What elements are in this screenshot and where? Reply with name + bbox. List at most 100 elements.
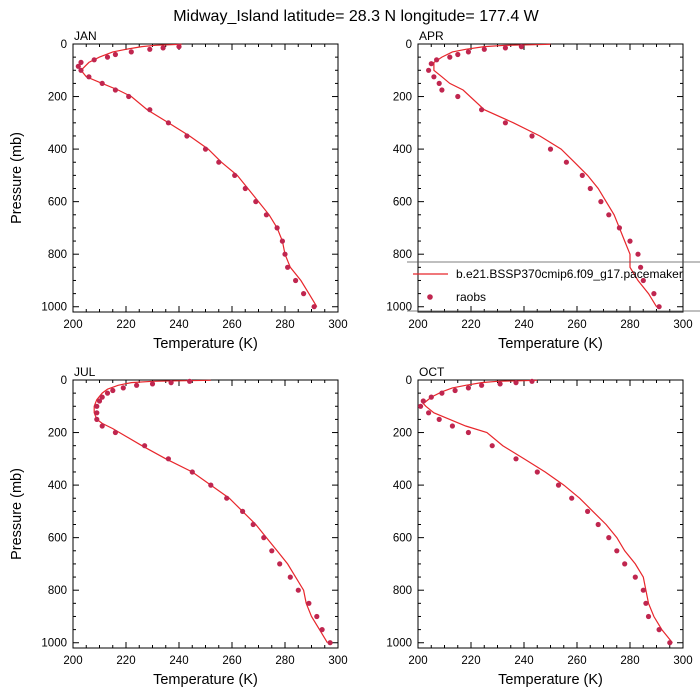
panel-oct: 200 220 240 260 280 300 0 200 400 600 800 1000 OCT Te…	[386, 365, 692, 688]
raobs-point	[263, 212, 269, 218]
raobs-point	[306, 600, 312, 606]
raobs-point	[595, 521, 601, 528]
panel-jan: 200 220 240 260 280 300 0 200 400 600 800 1000 JAN Te…	[9, 29, 348, 352]
raobs-point	[285, 264, 291, 270]
x-tick-label: 300	[673, 319, 692, 331]
raobs-point	[449, 423, 455, 429]
raobs-point	[569, 495, 575, 501]
raobs-point	[91, 57, 97, 63]
raobs-point	[242, 185, 248, 192]
panel-jul: 200 220 240 260 280 300 0 200 400 600 800 1000 JUL Te…	[9, 365, 348, 688]
raobs-point	[94, 403, 100, 409]
model-profile-line	[93, 379, 328, 644]
raobs-point	[479, 382, 485, 388]
y-tick-label: 200	[393, 428, 412, 440]
y-tick-label: 800	[48, 585, 67, 597]
y-tick-label: 400	[393, 144, 412, 156]
raobs-point	[293, 277, 299, 284]
raobs-point	[75, 63, 81, 69]
raobs-point	[656, 304, 662, 310]
raobs-point	[94, 410, 100, 416]
panel-label: OCT	[419, 365, 445, 379]
raobs-point	[112, 87, 118, 93]
x-tick-label: 280	[620, 655, 639, 667]
model-profile-line	[80, 43, 318, 308]
raobs-point	[426, 410, 432, 416]
x-tick-label: 220	[461, 655, 480, 667]
raobs-point	[598, 199, 604, 205]
raobs-point	[311, 304, 317, 310]
raobs-point	[529, 378, 535, 384]
panel-label: JUL	[74, 365, 96, 379]
y-tick-label: 600	[48, 197, 67, 209]
legend-label-model: b.e21.BSSP370cmip6.f09_g17.pacemaker	[456, 267, 683, 281]
raobs-point	[426, 67, 432, 73]
raobs-point	[651, 291, 657, 297]
raobs-point	[640, 587, 646, 593]
raobs-point	[112, 51, 118, 58]
panel-label: APR	[419, 29, 444, 43]
x-tick-label: 200	[63, 655, 82, 667]
raobs-point	[104, 390, 111, 396]
panel-label: JAN	[74, 29, 97, 43]
x-axis-label: Temperature (K)	[498, 672, 603, 688]
raobs-point	[184, 133, 190, 139]
raobs-point	[232, 172, 238, 178]
raobs-point	[534, 469, 540, 475]
y-tick-label: 200	[48, 92, 67, 104]
raobs-point	[513, 380, 519, 386]
raobs-point	[428, 61, 434, 67]
raobs-point	[187, 378, 193, 384]
y-tick-label: 400	[48, 480, 67, 492]
x-tick-label: 240	[514, 319, 533, 331]
plot-frame	[417, 379, 684, 649]
x-tick-label: 280	[275, 319, 294, 331]
y-tick-label: 200	[48, 428, 67, 440]
raobs-point	[99, 423, 105, 429]
raobs-point	[632, 574, 638, 580]
raobs-point	[126, 93, 132, 100]
y-axis-label: Pressure (mb)	[9, 468, 25, 560]
raobs-point	[436, 80, 442, 86]
raobs-point	[656, 627, 662, 633]
raobs-point	[497, 381, 503, 387]
raobs-point	[165, 456, 171, 462]
raobs-point	[147, 46, 153, 52]
raobs-point	[110, 387, 116, 394]
raobs-point	[465, 385, 471, 391]
raobs-point	[147, 107, 153, 113]
x-tick-label: 280	[275, 655, 294, 667]
raobs-point	[253, 199, 259, 205]
raobs-point	[616, 225, 623, 231]
raobs-point	[208, 482, 214, 488]
x-tick-label: 300	[673, 655, 692, 667]
x-axis-label: Temperature (K)	[498, 336, 603, 352]
model-profile-line	[422, 379, 673, 644]
raobs-point	[168, 380, 174, 386]
y-tick-label: 800	[393, 249, 412, 261]
raobs-point	[176, 44, 182, 50]
y-tick-label: 1000	[386, 302, 412, 314]
raobs-point	[614, 548, 620, 554]
raobs-point	[502, 45, 508, 51]
raobs-point	[579, 172, 585, 178]
x-axis-label: Temperature (K)	[153, 672, 258, 688]
y-tick-label: 400	[48, 144, 67, 156]
raobs-point	[295, 587, 301, 593]
x-tick-label: 260	[567, 655, 586, 667]
y-tick-label: 0	[406, 39, 412, 51]
raobs-point	[216, 159, 222, 165]
plot-frame	[72, 379, 339, 649]
raobs-point	[99, 80, 105, 86]
raobs-point	[434, 57, 440, 63]
panels: 200 220 240 260 280 300 0 200 400 600 800 1000 JAN Te…	[9, 29, 700, 688]
y-tick-label: 1000	[386, 638, 412, 650]
raobs-point	[645, 613, 652, 620]
y-tick-label: 600	[393, 533, 412, 545]
raobs-point	[502, 120, 508, 126]
raobs-point	[327, 640, 333, 646]
raobs-point	[224, 495, 230, 501]
raobs-point	[277, 561, 283, 567]
raobs-point	[78, 67, 84, 73]
